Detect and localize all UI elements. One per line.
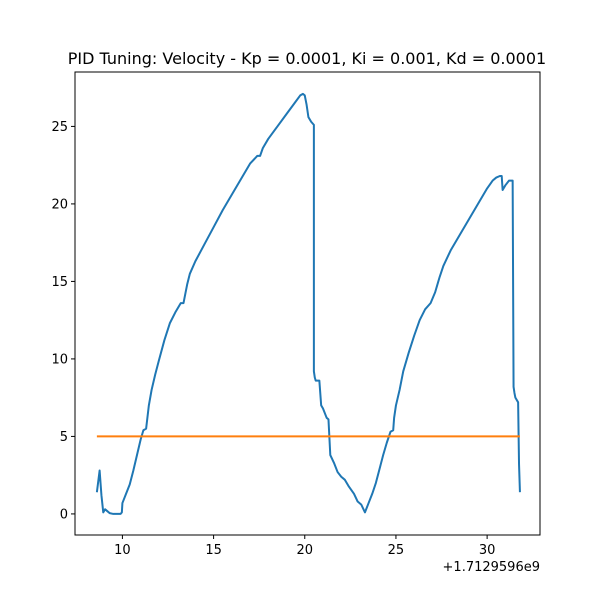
- chart-title: PID Tuning: Velocity - Kp = 0.0001, Ki =…: [68, 49, 546, 68]
- y-tick-label: 0: [60, 507, 68, 522]
- y-axis: 0 5 10 15 20 25: [51, 120, 75, 522]
- plot-area: [95, 92, 521, 515]
- x-tick-label: 25: [388, 543, 405, 558]
- y-tick-label: 20: [51, 197, 68, 212]
- axes-frame: [74, 71, 541, 536]
- x-tick-label: 30: [479, 543, 496, 558]
- y-tick-label: 10: [51, 352, 68, 367]
- x-tick-label: 10: [114, 543, 131, 558]
- series-line-1: [95, 92, 521, 515]
- y-tick-label: 25: [51, 120, 68, 135]
- x-tick-label: 15: [205, 543, 222, 558]
- y-tick-label: 15: [51, 275, 68, 290]
- x-axis: 10 15 20 25 30: [114, 535, 495, 558]
- x-offset-label: +1.7129596e9: [443, 560, 540, 575]
- x-tick-label: 20: [296, 543, 313, 558]
- y-tick-label: 5: [60, 430, 68, 445]
